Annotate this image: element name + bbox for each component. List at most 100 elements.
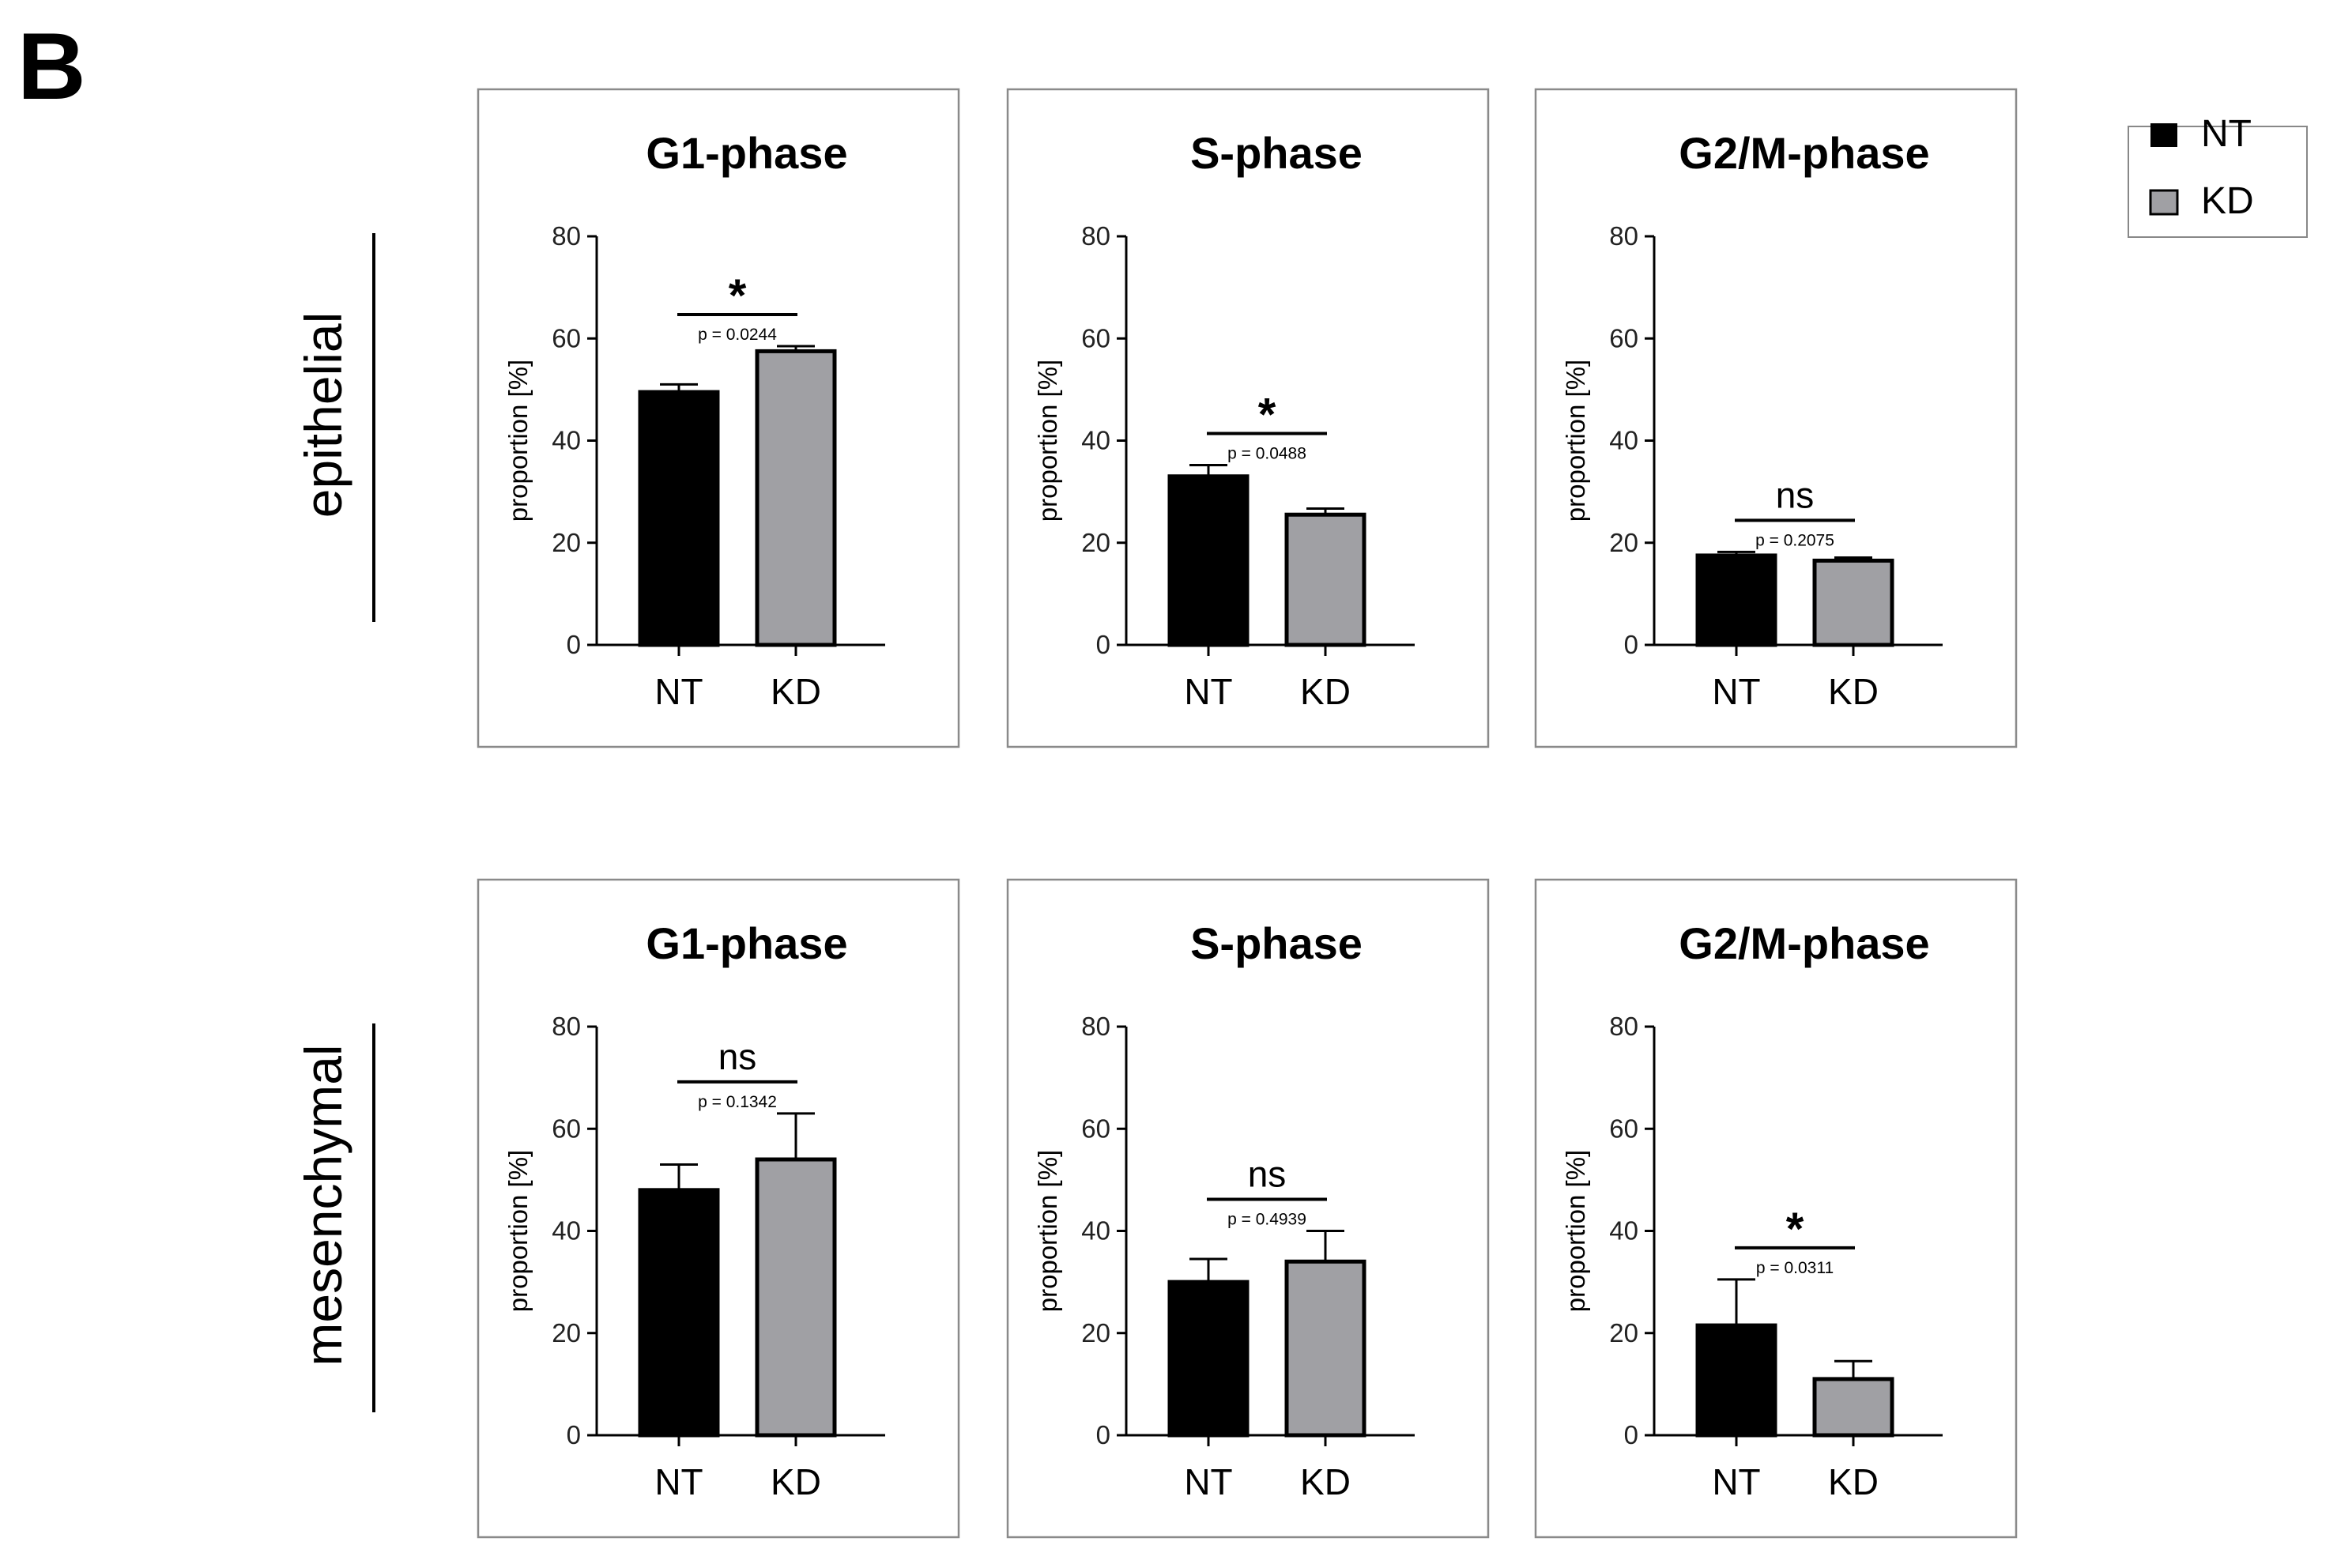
significance-label: * [1786, 1204, 1804, 1255]
y-tick-label: 20 [1609, 528, 1638, 557]
y-tick-label: 0 [567, 1420, 581, 1449]
x-tick-label-nt: NT [1184, 1461, 1232, 1502]
chart-title: G2/M-phase [1679, 128, 1929, 178]
bar-kd [1812, 558, 1894, 647]
panel-frame [1006, 88, 1490, 748]
y-tick-label: 20 [1081, 528, 1110, 557]
x-tick-label-kd: KD [1300, 1461, 1351, 1502]
bar-nt [1167, 1280, 1250, 1438]
bar-nt [1167, 474, 1250, 647]
chart-panel-epithelial-s-phase: S-phase 0 20 40 60 80 proportion [%] NT KD * p = 0… [1006, 88, 1490, 748]
significance-label: ns [718, 1036, 757, 1077]
y-tick-label: 40 [1081, 1216, 1110, 1246]
x-tick-label-nt: NT [1712, 1461, 1760, 1502]
row-label-mesenchymal-group: mesenchymal [294, 1023, 375, 1412]
x-tick-label-kd: KD [1828, 1461, 1879, 1502]
y-tick-label: 40 [552, 1216, 581, 1246]
y-tick-label: 40 [552, 426, 581, 455]
y-tick-label: 40 [1081, 426, 1110, 455]
y-tick-label: 80 [552, 1012, 581, 1041]
chart-title: S-phase [1190, 128, 1363, 178]
y-axis-label: proportion [%] [1033, 1150, 1062, 1312]
y-tick-label: 0 [1096, 1420, 1110, 1449]
x-tick-label-nt: NT [1184, 671, 1232, 712]
y-axis-label: proportion [%] [1561, 1150, 1590, 1312]
chart-title: S-phase [1190, 918, 1363, 968]
p-value: p = 0.0244 [698, 326, 777, 344]
bar-kd [755, 349, 837, 647]
bar-nt [1695, 1323, 1777, 1438]
chart-panel-mesenchymal-s-phase: S-phase 0 20 40 60 80 proportion [%] NT KD ns p = … [1006, 878, 1490, 1539]
p-value: p = 0.1342 [698, 1093, 777, 1111]
chart-panel-mesenchymal-g2-m-phase: G2/M-phase 0 20 40 60 80 proportion [%] NT KD * p … [1534, 878, 2018, 1539]
chart-title: G1-phase [646, 128, 847, 178]
chart-panel-epithelial-g2-m-phase: G2/M-phase 0 20 40 60 80 proportion [%] NT KD ns p… [1534, 88, 2018, 748]
panel-frame [1534, 878, 2018, 1539]
significance-label: ns [1248, 1154, 1287, 1195]
y-tick-label: 20 [1609, 1318, 1638, 1348]
p-value: p = 0.0311 [1756, 1259, 1834, 1277]
legend: NT KD [2128, 113, 2308, 238]
y-axis-label: proportion [%] [503, 1150, 533, 1312]
chart-title: G1-phase [646, 918, 847, 968]
y-tick-label: 80 [1081, 1012, 1110, 1041]
y-tick-label: 0 [1624, 630, 1638, 659]
y-tick-label: 60 [1081, 323, 1110, 352]
y-tick-label: 20 [552, 1318, 581, 1348]
y-tick-label: 60 [1609, 323, 1638, 352]
y-tick-label: 60 [1609, 1114, 1638, 1143]
chart-title: G2/M-phase [1679, 918, 1929, 968]
significance-label: ns [1776, 474, 1815, 515]
legend-label-kd: KD [2201, 180, 2254, 222]
bar-nt [638, 1188, 720, 1438]
panel-frame [1534, 88, 2018, 748]
x-tick-label-nt: NT [654, 671, 703, 712]
chart-panel-epithelial-g1-phase: G1-phase 0 20 40 60 80 proportion [%] NT KD * p = … [477, 88, 960, 748]
y-tick-label: 0 [567, 630, 581, 659]
y-tick-label: 80 [1081, 221, 1110, 251]
y-tick-label: 80 [1609, 221, 1638, 251]
x-tick-label-kd: KD [771, 1461, 821, 1502]
y-axis-label: proportion [%] [503, 360, 533, 522]
y-tick-label: 60 [552, 1114, 581, 1143]
y-tick-label: 0 [1096, 630, 1110, 659]
legend-swatch-kd [2149, 189, 2179, 216]
legend-label-nt: NT [2201, 113, 2252, 155]
y-tick-label: 80 [552, 221, 581, 251]
row-label-epithelial-group: epithelial [294, 233, 375, 622]
bar-kd [755, 1157, 837, 1438]
x-tick-label-kd: KD [1828, 671, 1879, 712]
p-value: p = 0.4939 [1227, 1211, 1306, 1229]
chart-panel-mesenchymal-g1-phase: G1-phase 0 20 40 60 80 proportion [%] NT KD ns p =… [477, 878, 960, 1539]
bar-nt [638, 390, 720, 647]
bar-kd [1284, 512, 1366, 647]
row-label-epithelial: epithelial [294, 312, 352, 518]
significance-label: * [1258, 390, 1276, 441]
panel-frame [1006, 878, 1490, 1539]
row-label-mesenchymal: mesenchymal [294, 1044, 352, 1366]
y-tick-label: 20 [552, 528, 581, 557]
x-tick-label-kd: KD [771, 671, 821, 712]
x-tick-label-nt: NT [1712, 671, 1760, 712]
y-tick-label: 0 [1624, 1420, 1638, 1449]
legend-swatch-nt [2150, 123, 2177, 147]
panel-letter: B [17, 13, 86, 119]
x-tick-label-nt: NT [654, 1461, 703, 1502]
y-tick-label: 80 [1609, 1012, 1638, 1041]
y-axis-label: proportion [%] [1033, 360, 1062, 522]
p-value: p = 0.0488 [1227, 445, 1306, 463]
chart-panels: G1-phase 0 20 40 60 80 proportion [%] NT KD * p = … [477, 88, 2018, 1539]
y-axis-label: proportion [%] [1561, 360, 1590, 522]
bar-nt [1695, 553, 1777, 647]
y-tick-label: 40 [1609, 426, 1638, 455]
p-value: p = 0.2075 [1755, 531, 1834, 549]
y-tick-label: 60 [552, 323, 581, 352]
y-tick-label: 20 [1081, 1318, 1110, 1348]
significance-label: * [729, 270, 747, 322]
bar-kd [1284, 1259, 1366, 1438]
x-tick-label-kd: KD [1300, 671, 1351, 712]
y-tick-label: 60 [1081, 1114, 1110, 1143]
bar-kd [1812, 1377, 1894, 1438]
y-tick-label: 40 [1609, 1216, 1638, 1246]
